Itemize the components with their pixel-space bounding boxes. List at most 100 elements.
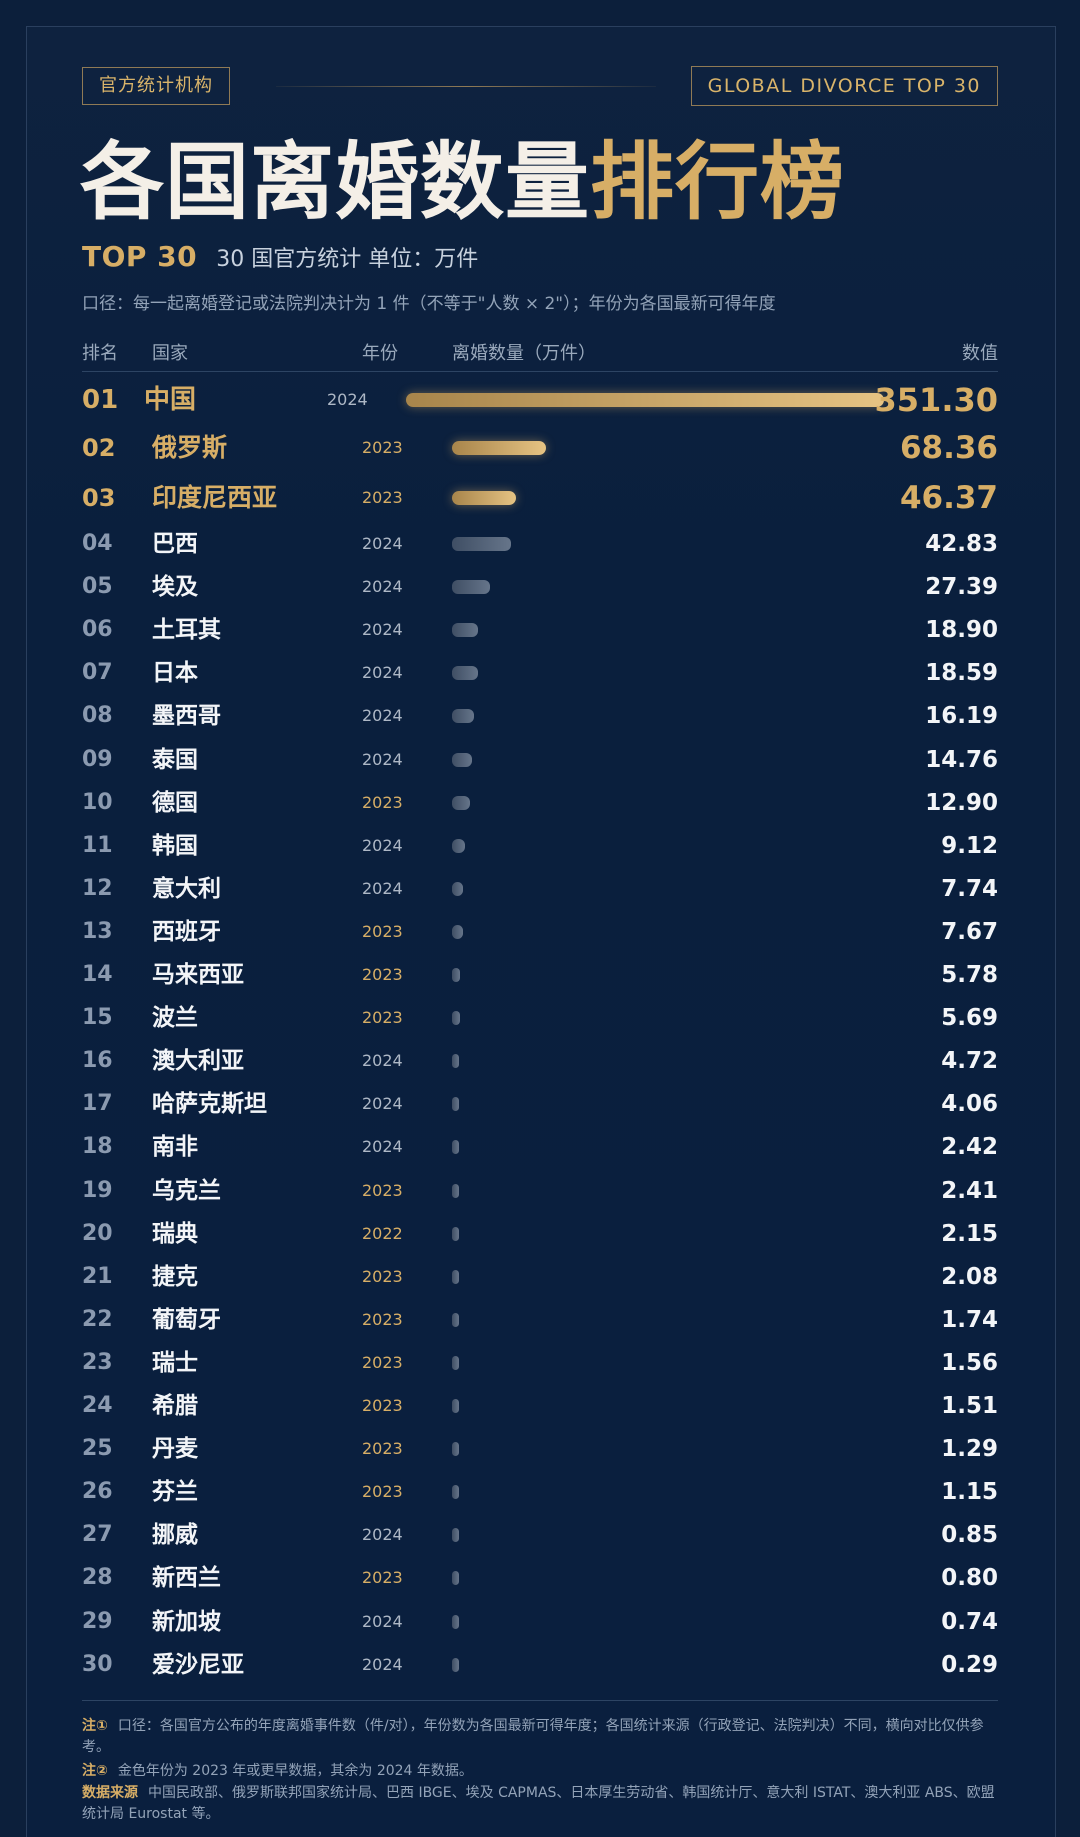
country-name: 葡萄牙	[152, 1306, 221, 1333]
value-label: 2.15	[941, 1220, 998, 1247]
value-label: 4.06	[941, 1091, 998, 1118]
value-label: 1.15	[941, 1479, 998, 1506]
country-name: 马来西亚	[152, 962, 244, 988]
value-bar	[452, 709, 475, 724]
rank-number: 18	[82, 1134, 113, 1160]
value-bar	[452, 623, 478, 638]
value-label: 2.08	[941, 1263, 998, 1290]
value-bar	[452, 1011, 460, 1026]
value-label: 7.74	[941, 875, 998, 902]
value-bar	[452, 580, 490, 595]
data-year: 2024	[327, 390, 368, 409]
value-bar	[452, 1269, 459, 1284]
value-label: 0.85	[941, 1522, 998, 1549]
value-label: 1.29	[941, 1436, 998, 1463]
value-bar	[452, 1399, 459, 1413]
country-name: 波兰	[152, 1005, 198, 1032]
table-row: 20 瑞典 2022 2.15	[0, 1218, 1080, 1250]
country-name: 土耳其	[152, 617, 221, 644]
country-name: 意大利	[152, 875, 221, 902]
data-year: 2022	[362, 1223, 403, 1243]
data-year: 2023	[362, 1008, 403, 1028]
data-source-text: 中国民政部、俄罗斯联邦国家统计局、巴西 IBGE、埃及 CAPMAS、日本厚生劳…	[82, 1785, 995, 1822]
country-name: 俄罗斯	[152, 433, 228, 462]
value-bar	[452, 968, 460, 982]
value-bar	[452, 838, 465, 853]
page-title: 各国离婚数量排行榜	[80, 132, 845, 232]
rank-number: 07	[82, 660, 113, 686]
rank-number: 15	[82, 1005, 113, 1031]
data-year: 2024	[362, 577, 403, 597]
value-label: 12.90	[925, 789, 998, 816]
country-name: 丹麦	[152, 1436, 198, 1463]
table-row: 29 新加坡 2024 0.74	[0, 1606, 1080, 1638]
source-tag: 官方统计机构	[82, 67, 230, 105]
country-name: 西班牙	[152, 918, 221, 945]
data-year: 2023	[362, 1439, 403, 1459]
value-label: 27.39	[925, 574, 998, 601]
value-bar	[452, 1355, 459, 1370]
rank-number: 23	[82, 1349, 113, 1375]
data-year: 2024	[362, 706, 403, 726]
data-year: 2024	[362, 878, 403, 898]
col-year: 年份	[362, 343, 398, 364]
value-bar	[452, 1226, 459, 1241]
subtitle-text: 30 国官方统计 单位：万件	[216, 247, 479, 272]
rank-number: 09	[82, 746, 113, 772]
table-row: 01 中国 2024 351.30	[0, 380, 1080, 420]
data-year: 2024	[362, 1611, 403, 1631]
data-year: 2024	[362, 1094, 403, 1114]
rank-number: 25	[82, 1436, 113, 1462]
data-year: 2023	[362, 921, 403, 941]
rank-number: 29	[82, 1608, 113, 1634]
rank-number: 14	[82, 962, 113, 987]
value-bar	[452, 752, 473, 767]
subtitle-top: TOP 30	[82, 240, 198, 273]
country-name: 印度尼西亚	[152, 483, 278, 512]
tag-divider	[276, 86, 656, 87]
table-row: 28 新西兰 2023 0.80	[0, 1562, 1080, 1594]
rank-number: 26	[82, 1479, 113, 1505]
data-year: 2023	[362, 1352, 403, 1372]
table-row: 09 泰国 2024 14.76	[0, 744, 1080, 776]
data-year: 2023	[362, 1309, 403, 1329]
subtitle: TOP 30 30 国官方统计 单位：万件	[82, 240, 478, 274]
footnote-2: 注② 金色年份为 2023 年或更早数据，其余为 2024 年数据。	[82, 1761, 1002, 1782]
table-row: 21 捷克 2023 2.08	[0, 1261, 1080, 1293]
value-bar	[452, 1571, 459, 1586]
country-name: 中国	[144, 385, 197, 415]
value-label: 2.41	[941, 1177, 998, 1204]
table-row: 11 韩国 2024 9.12	[0, 830, 1080, 862]
rank-number: 28	[82, 1565, 113, 1591]
table-row: 10 德国 2023 12.90	[0, 787, 1080, 819]
value-bar	[452, 924, 463, 939]
country-name: 泰国	[152, 746, 198, 773]
table-row: 19 乌克兰 2023 2.41	[0, 1175, 1080, 1207]
rank-number: 16	[82, 1048, 113, 1074]
value-label: 42.83	[925, 531, 998, 557]
rank-number: 12	[82, 875, 113, 901]
value-bar	[452, 795, 470, 810]
rank-number: 20	[82, 1220, 113, 1246]
rank-number: 04	[82, 531, 113, 556]
rank-number: 22	[82, 1306, 113, 1332]
value-label: 18.90	[925, 617, 998, 644]
table-row: 16 澳大利亚 2024 4.72	[0, 1045, 1080, 1077]
country-name: 南非	[152, 1134, 198, 1161]
table-row: 15 波兰 2023 5.69	[0, 1002, 1080, 1034]
value-bar	[452, 1054, 459, 1069]
value-bar	[452, 1312, 459, 1327]
table-row: 07 日本 2024 18.59	[0, 657, 1080, 689]
country-name: 日本	[152, 660, 198, 687]
value-bar	[452, 1614, 459, 1629]
country-name: 芬兰	[152, 1479, 198, 1506]
value-label: 5.69	[941, 1005, 998, 1032]
table-row: 08 墨西哥 2024 16.19	[0, 700, 1080, 732]
value-label: 18.59	[925, 660, 998, 687]
title-white-part: 各国离婚数量	[80, 133, 591, 231]
country-name: 埃及	[152, 574, 198, 601]
data-year: 2023	[362, 438, 403, 457]
header-divider	[82, 371, 998, 372]
methodology-note: 口径：每一起离婚登记或法院判决计为 1 件（不等于"人数 × 2"）；年份为各国…	[82, 294, 776, 314]
data-year: 2023	[362, 792, 403, 812]
